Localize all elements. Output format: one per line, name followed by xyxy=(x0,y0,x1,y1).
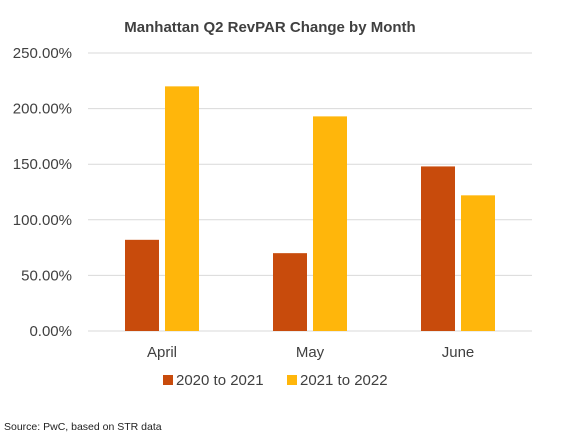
legend-label: 2020 to 2021 xyxy=(176,372,264,389)
y-axis: 0.00% 50.00% 100.00% 150.00% 200.00% 250.00% xyxy=(13,45,72,340)
y-tick-label: 50.00% xyxy=(21,267,72,284)
y-tick-label: 150.00% xyxy=(13,156,72,173)
bars xyxy=(125,86,495,331)
legend: 2020 to 2021 2021 to 2022 xyxy=(163,372,388,389)
x-tick-label: April xyxy=(147,344,177,361)
x-tick-label: June xyxy=(442,344,475,361)
legend-swatch xyxy=(163,375,173,385)
chart-title: Manhattan Q2 RevPAR Change by Month xyxy=(124,19,415,36)
y-tick-label: 0.00% xyxy=(29,323,72,340)
x-axis: April May June xyxy=(147,344,474,361)
bar-june-series-1 xyxy=(421,166,455,331)
legend-swatch xyxy=(287,375,297,385)
bar-may-series-1 xyxy=(273,253,307,331)
bar-april-series-2 xyxy=(165,86,199,331)
bar-may-series-2 xyxy=(313,116,347,331)
x-tick-label: May xyxy=(296,344,325,361)
legend-label: 2021 to 2022 xyxy=(300,372,388,389)
source-note: Source: PwC, based on STR data xyxy=(4,421,162,433)
y-tick-label: 250.00% xyxy=(13,45,72,62)
bar-june-series-2 xyxy=(461,195,495,331)
y-tick-label: 100.00% xyxy=(13,212,72,229)
grid xyxy=(88,52,532,332)
bar-april-series-1 xyxy=(125,239,159,331)
y-tick-label: 200.00% xyxy=(13,101,72,118)
